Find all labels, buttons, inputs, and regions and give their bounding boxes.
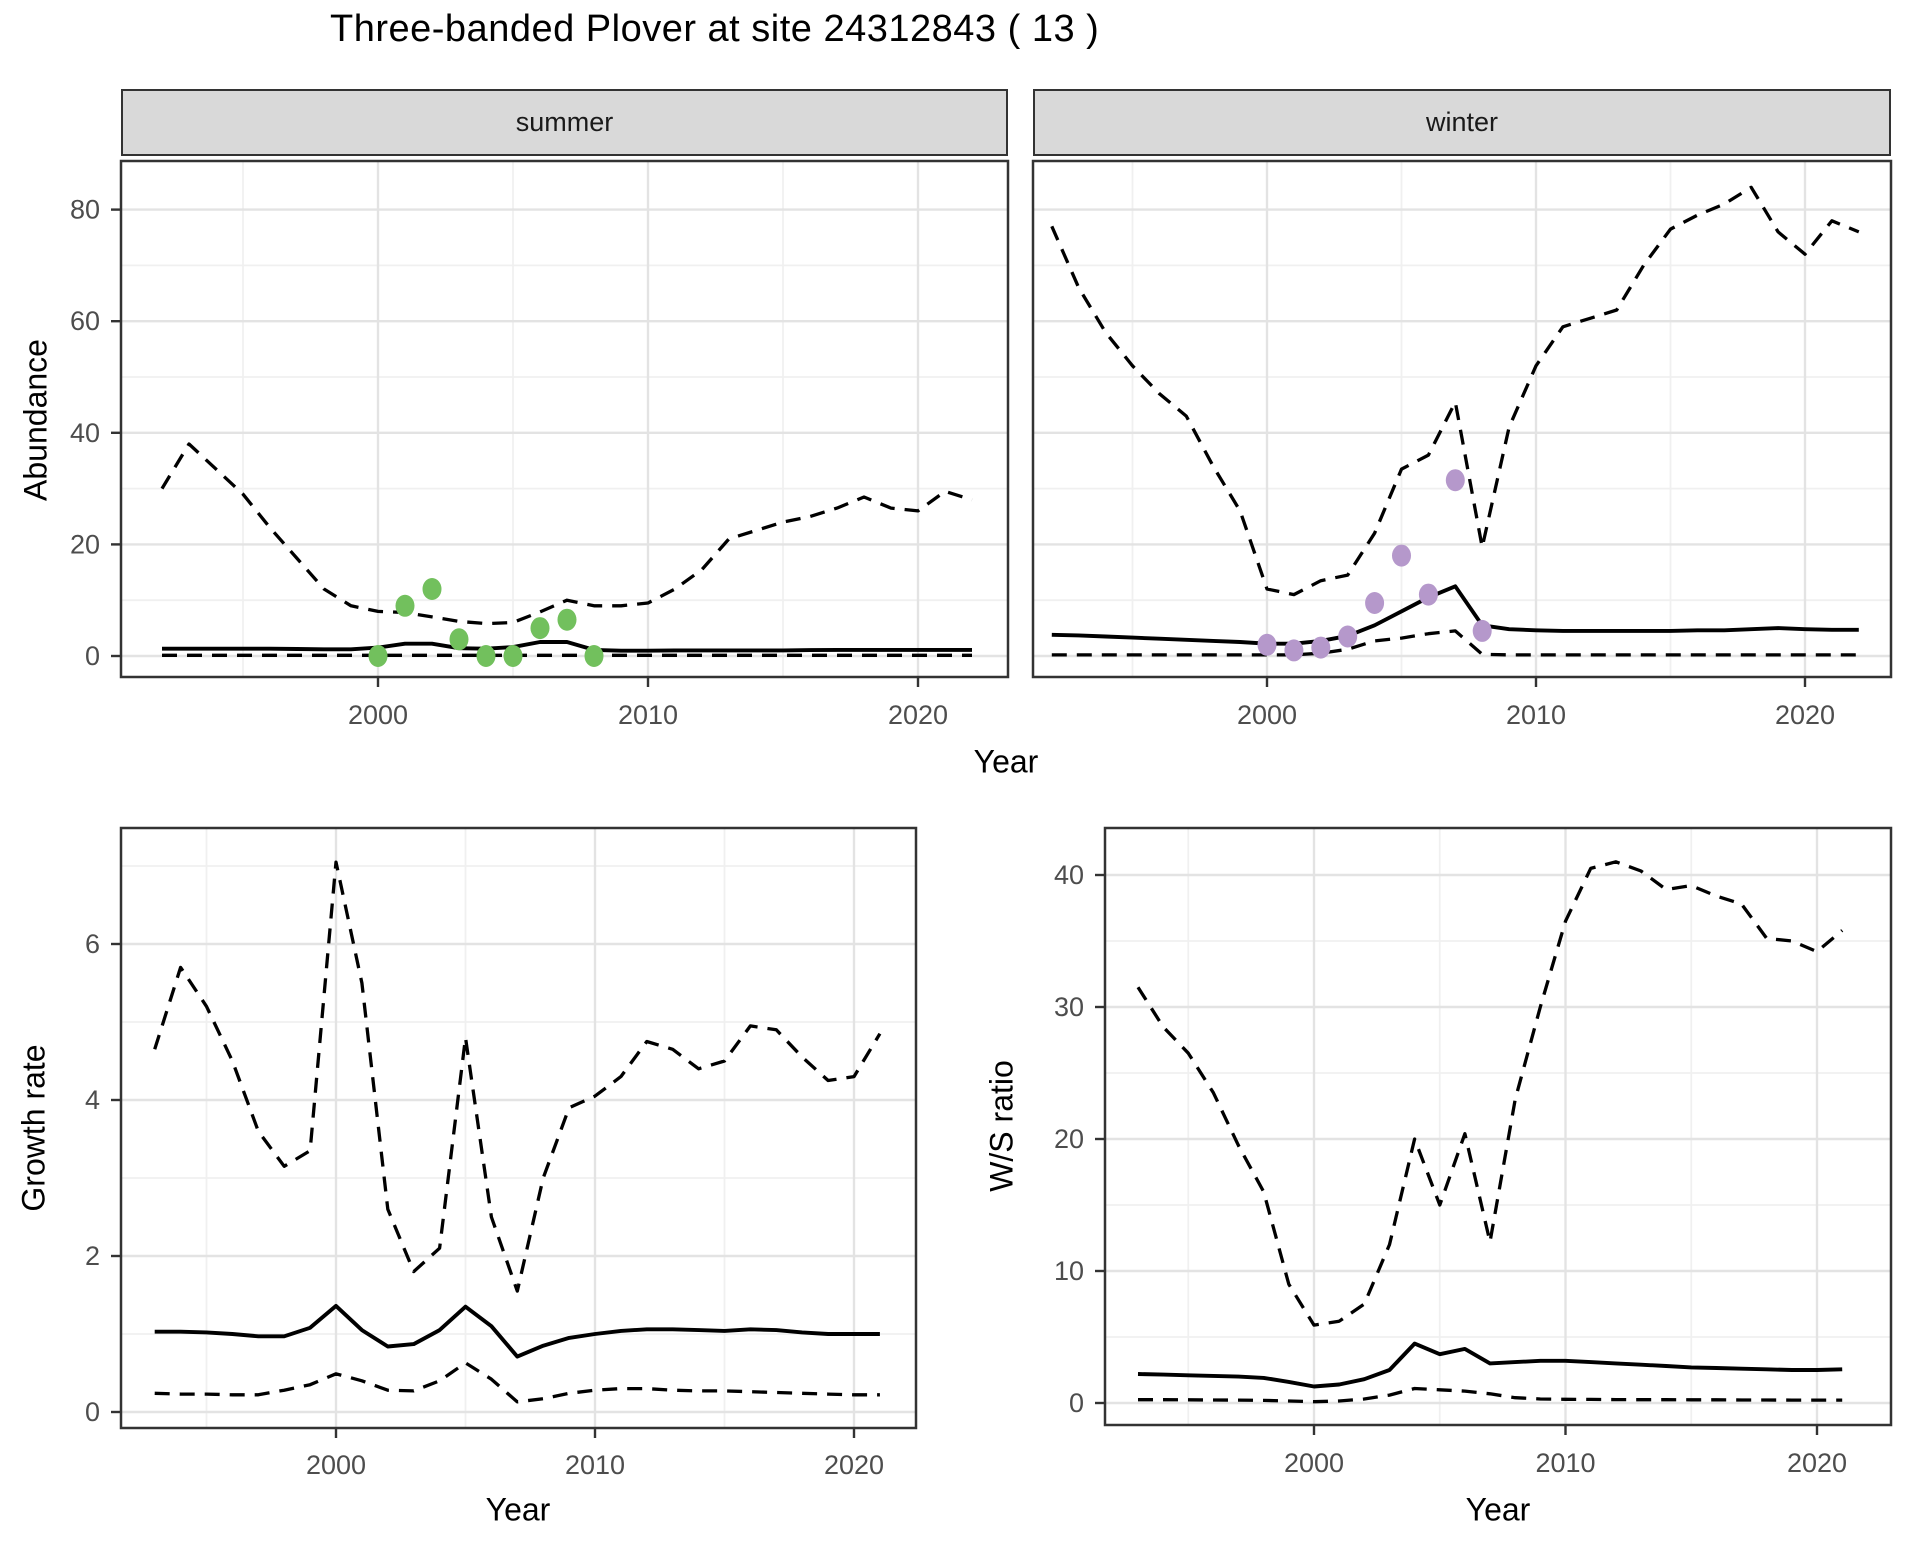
y-tick-label: 30 [1054,992,1084,1022]
panel-background [121,161,1008,677]
x-tick-label: 2020 [1787,1448,1847,1478]
facet-strip-winter-label: winter [1425,107,1499,137]
abundance_winter-lower_95ci-line [1051,629,1859,657]
panel-background [1033,161,1891,677]
y-tick-label: 20 [1054,1124,1084,1154]
y-axis-title-abundance: Abundance [17,339,54,501]
panel-border [1103,826,1893,1427]
abundance_summer-observed-point [503,645,523,667]
abundance_summer-observed-point [449,628,469,651]
y-tick-label: 60 [70,306,100,336]
y-axis-title-growth-rate: Growth rate [15,1044,52,1212]
figure-title: Three-banded Plover at site 24312843 ( 1… [330,8,1100,50]
x-tick-label: 2000 [1284,1448,1344,1478]
x-tick-label: 2010 [1506,700,1566,730]
y-tick-label: 40 [1054,860,1084,890]
ws_ratio-upper_95ci-line [1136,860,1844,1327]
panel-abundance_summer: 2000 2010 2020 0 20 40 60 80 [70,159,1010,730]
ws_ratio-lower_95ci-line [1138,1386,1843,1404]
x-axis-title-year-top: Year [973,743,1039,780]
y-tick-label: 20 [70,529,100,559]
growth_rate-upper_95ci-line [153,860,882,1293]
panel-border [119,826,918,1430]
x-tick-label: 2000 [306,1450,366,1480]
x-tick-label: 2020 [824,1450,884,1480]
panel-abundance_winter: 2000 2010 2020 [1031,159,1893,730]
abundance_winter-mean-line [1051,584,1859,646]
y-tick-label: 2 [85,1241,100,1271]
abundance_summer-observed-point [368,645,388,667]
abundance_winter-observed-point [1445,469,1465,492]
abundance_summer-mean-line [162,640,972,653]
y-tick-label: 40 [70,418,100,448]
y-tick-label: 0 [85,641,100,671]
facet-strip-summer: summer [121,89,1008,156]
y-tick-label: 0 [1069,1388,1084,1418]
abundance_winter-observed-point [1418,583,1438,606]
abundance_summer-observed-point [395,594,415,617]
x-axis-title-year-ws: Year [1465,1491,1531,1528]
abundance_summer-upper_95ci-line [160,442,973,626]
growth_rate-mean-line [154,1303,880,1359]
x-tick-label: 2000 [348,700,408,730]
abundance_winter-observed-point [1365,592,1385,614]
y-tick-label: 4 [85,1085,100,1115]
facet-strip-winter: winter [1033,89,1891,156]
panel-border [1031,159,1893,679]
abundance_winter-observed-point [1392,544,1411,567]
y-tick-label: 0 [85,1397,100,1427]
x-tick-label: 2000 [1237,700,1297,730]
abundance_winter-observed-point [1472,619,1492,642]
panel-border [119,159,1010,679]
abundance_summer-observed-point [584,645,604,667]
x-tick-label: 2020 [1775,700,1835,730]
x-tick-label: 2010 [1535,1448,1595,1478]
x-tick-label: 2010 [565,1450,625,1480]
x-tick-label: 2010 [618,700,678,730]
panel-ws_ratio: 2000 2010 2020 0 10 20 30 40 [1054,826,1893,1478]
panel-background [1105,828,1891,1425]
abundance_winter-observed-point [1284,639,1304,662]
panel-background [121,828,916,1428]
abundance_summer-observed-point [557,608,577,631]
abundance_winter-observed-point [1257,633,1277,656]
facet-strip-summer-label: summer [515,107,614,137]
abundance_summer-observed-point [476,645,496,667]
y-tick-label: 10 [1054,1256,1084,1286]
abundance_winter-observed-point [1338,625,1358,648]
abundance_winter-upper_95ci-line [1050,185,1860,597]
ws_ratio-mean-line [1137,1341,1843,1389]
y-tick-label: 6 [85,929,100,959]
x-axis-title-year-growth: Year [485,1491,551,1528]
abundance_summer-observed-point [422,578,442,600]
y-axis-title-ws-ratio: W/S ratio [983,1060,1020,1192]
x-tick-label: 2020 [888,700,948,730]
panel-growth_rate: 2000 2010 2020 0 2 4 6 [85,826,918,1480]
abundance_winter-observed-point [1311,636,1331,659]
abundance_summer-observed-point [530,617,550,640]
y-tick-label: 80 [70,195,100,225]
growth_rate-lower_95ci-line [154,1361,880,1404]
